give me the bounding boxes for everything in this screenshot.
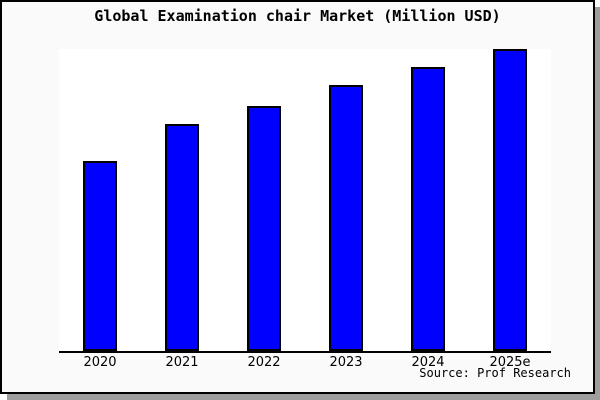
bar-2021	[165, 124, 199, 351]
x-tick-label-2020: 2020	[83, 355, 117, 370]
bar-2023	[329, 85, 363, 351]
chart-title: Global Examination chair Market (Million…	[94, 7, 501, 25]
x-tick-label-2025e: 2025e	[489, 355, 531, 370]
bar-2022	[247, 106, 281, 351]
bar-2025e	[493, 49, 527, 351]
x-tick-label-2024: 2024	[411, 355, 445, 370]
source-credit: Source: Prof Research	[419, 366, 571, 380]
bar-2024	[411, 67, 445, 351]
plot-area	[59, 49, 551, 353]
x-tick-label-2023: 2023	[329, 355, 363, 370]
x-tick-label-2022: 2022	[247, 355, 281, 370]
bar-2020	[83, 161, 117, 351]
figure: Global Examination chair Market (Million…	[0, 0, 595, 394]
x-tick-label-2021: 2021	[165, 355, 199, 370]
